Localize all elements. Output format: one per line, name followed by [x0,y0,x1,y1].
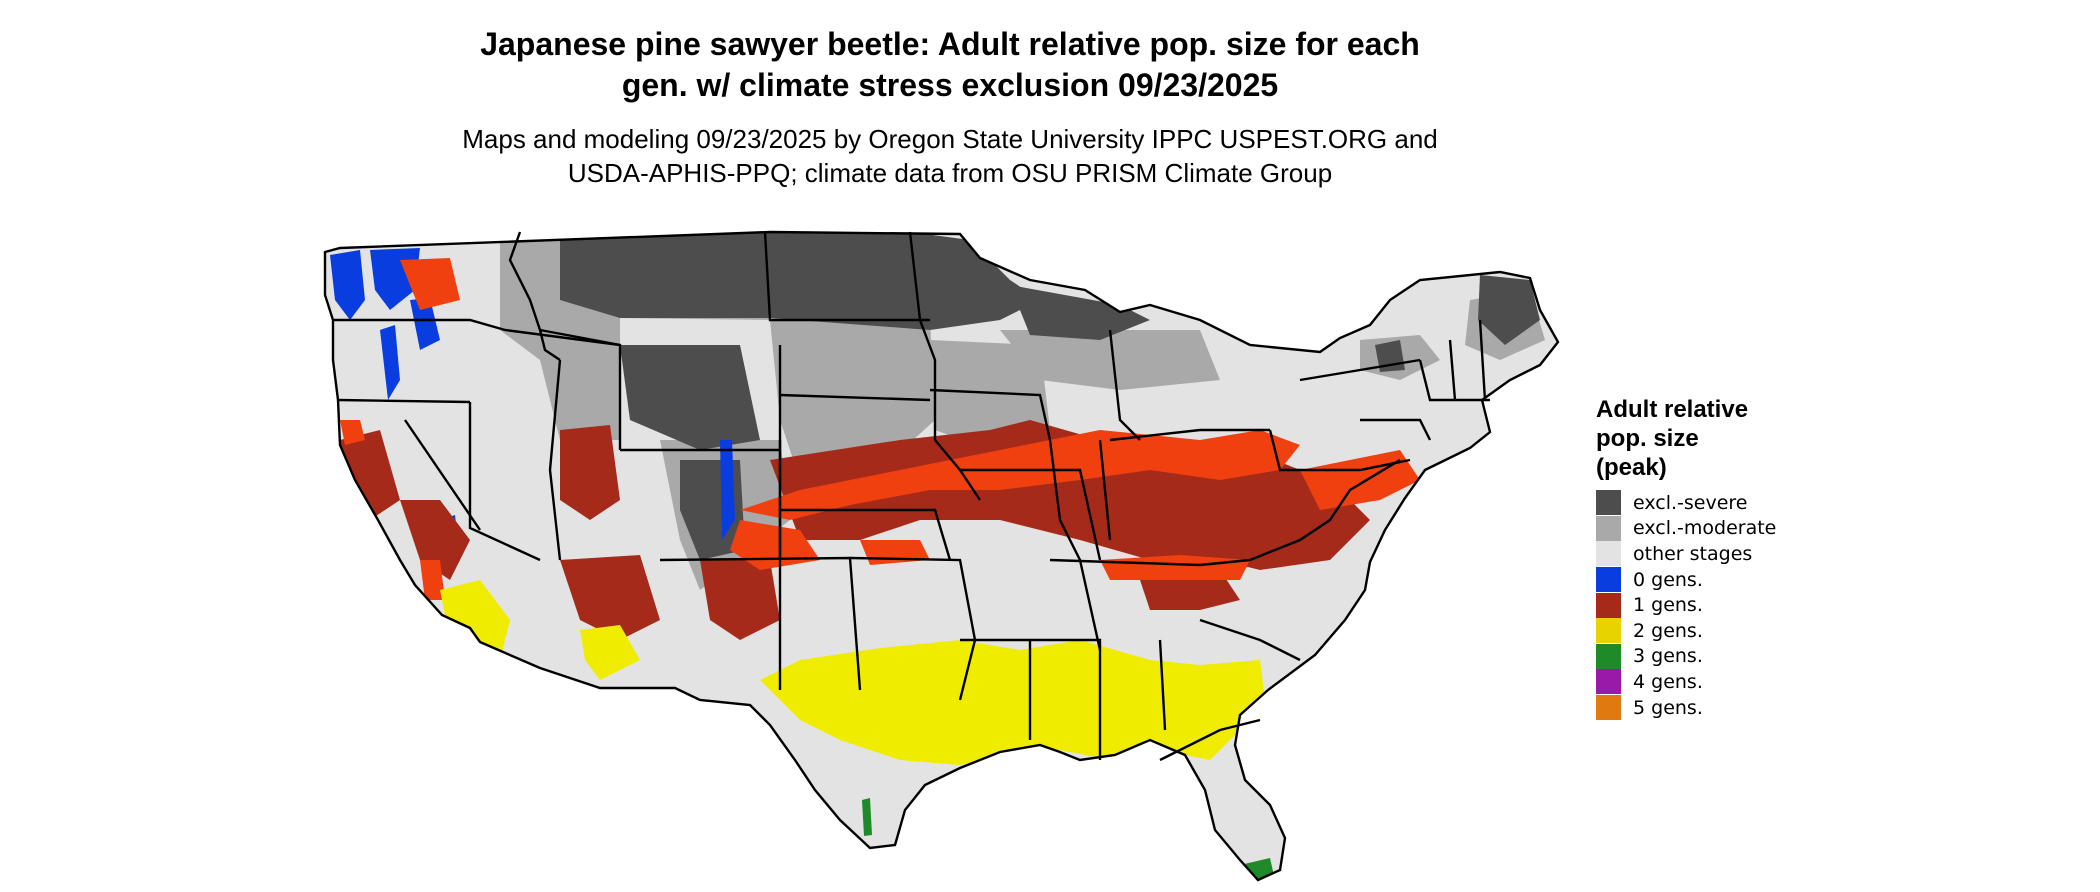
state-borders [323,230,1560,882]
legend-item-2-gens: 2 gens. [1596,618,1776,644]
legend-item-4-gens: 4 gens. [1596,669,1776,695]
legend-swatch [1596,592,1621,618]
legend-item-excl-severe: excl.-severe [1596,490,1776,516]
map-title: Japanese pine sawyer beetle: Adult relat… [400,24,1500,106]
legend-swatch [1596,618,1621,644]
legend-label: 2 gens. [1633,619,1703,642]
legend-title-line-2: pop. size [1596,425,1699,452]
legend-title-line-1: Adult relative [1596,396,1749,423]
legend-swatch [1596,643,1621,669]
map-title-line-1: Japanese pine sawyer beetle: Adult relat… [480,26,1420,62]
map-subtitle: Maps and modeling 09/23/2025 by Oregon S… [360,122,1540,190]
legend-swatch [1596,490,1621,516]
legend-item-3-gens: 3 gens. [1596,643,1776,670]
legend-title: Adult relative pop. size (peak) [1596,395,1776,482]
map-subtitle-line-1: Maps and modeling 09/23/2025 by Oregon S… [462,124,1438,154]
map-legend: Adult relative pop. size (peak) excl.-se… [1596,395,1777,721]
legend-label: excl.-moderate [1633,517,1777,540]
excl-severe-regions [560,232,1540,560]
legend-label: other stages [1633,542,1753,565]
legend-item-0-gens: 0 gens. [1596,567,1776,593]
legend-swatch [1596,669,1621,695]
legend-label: 4 gens. [1633,670,1703,693]
zero-generations-regions [330,248,735,570]
legend-swatch [1596,567,1621,593]
map-subtitle-line-2: USDA-APHIS-PPQ; climate data from OSU PR… [567,158,1333,188]
legend-label: excl.-severe [1633,491,1748,514]
legend-swatch [1596,541,1621,567]
two-generations-regions [440,580,1265,765]
legend-label: 1 gens. [1633,594,1703,617]
legend-swatch [1596,515,1621,541]
legend-item-excl-moderate: excl.-moderate [1596,515,1777,542]
legend-item-5-gens: 5 gens. [1596,695,1776,721]
legend-title-line-3: (peak) [1596,454,1667,481]
legend-item-1-gens: 1 gens. [1596,592,1776,618]
us-map [323,230,1560,882]
legend-label: 3 gens. [1633,645,1703,668]
legend-label: 0 gens. [1633,568,1703,591]
map-title-line-2: gen. w/ climate stress exclusion 09/23/2… [621,67,1279,103]
legend-item-other-stages: other stages [1596,541,1776,567]
legend-label: 5 gens. [1633,696,1703,719]
legend-swatch [1596,695,1621,721]
